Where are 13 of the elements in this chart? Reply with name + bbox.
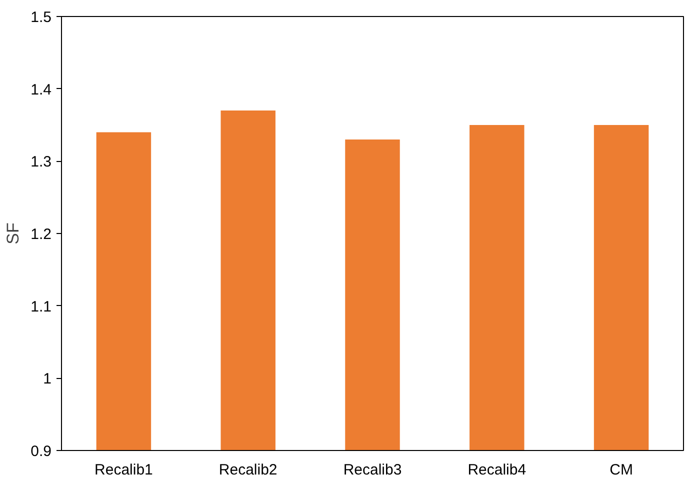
x-tick-label: Recalib1: [94, 462, 153, 478]
y-tick-label: 1.4: [30, 81, 52, 98]
x-tick-label: Recalib2: [218, 462, 278, 478]
y-tick-label: 0.9: [30, 443, 52, 460]
y-tick-label: 1.5: [30, 9, 52, 26]
y-tick-label: 1.1: [30, 298, 52, 316]
x-tick-label: CM: [610, 462, 633, 478]
y-axis-title: SF: [4, 222, 23, 244]
y-tick-label: 1.3: [30, 154, 52, 171]
y-tick-label: 1: [43, 370, 52, 388]
y-tick-label: 1.2: [30, 226, 52, 243]
x-tick-label: Recalib4: [468, 462, 526, 478]
x-tick-label: Recalib3: [343, 462, 402, 478]
